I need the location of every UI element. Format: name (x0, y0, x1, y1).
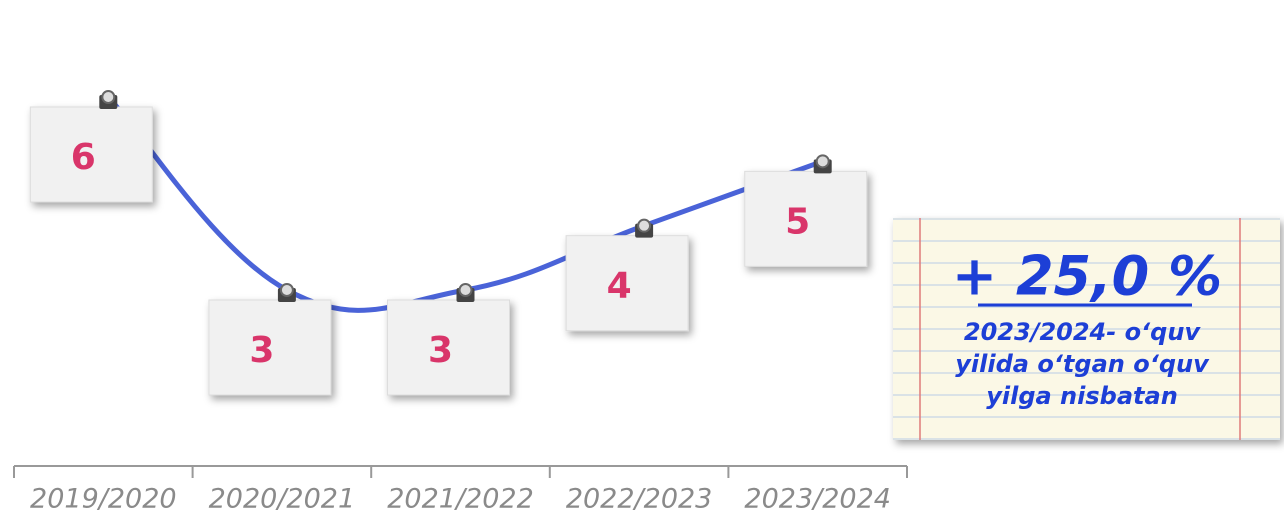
line (106, 95, 824, 313)
x-tick-label: 2022/2023 (566, 484, 713, 515)
note-paper (893, 218, 1280, 440)
note-card (208, 299, 332, 396)
annotation-line: yilga nisbatan (986, 382, 1178, 410)
note-card (29, 106, 153, 203)
pin (637, 218, 652, 233)
x-tick-label: 2023/2024 (744, 484, 891, 515)
note-card (744, 170, 868, 267)
annotation-line: yilida o‘tgan o‘quv (955, 350, 1210, 378)
value-label: 6 (71, 137, 96, 178)
pin (458, 283, 473, 297)
pin (815, 154, 830, 169)
plot: 6 3 3 4 5 (29, 90, 868, 396)
note-card (387, 299, 510, 396)
annotation: + 25,0 % 2023/2024- o‘quv yilida o‘tgan o‘… (952, 245, 1222, 410)
value-label: 5 (785, 201, 810, 242)
note-card (565, 235, 689, 332)
value-label: 3 (428, 330, 453, 371)
annotation-box (893, 218, 1280, 440)
value-label: 4 (607, 266, 632, 307)
annotation-line: 2023/2024- o‘quv (964, 318, 1202, 346)
x-tick-label: 2019/2020 (30, 484, 177, 515)
pin (101, 90, 116, 104)
x-axis: 2019/2020 2020/2021 2021/2022 2022/2023 2023… (13, 465, 908, 515)
pin (279, 283, 294, 297)
x-tick-label: 2020/2021 (209, 484, 356, 515)
change-label: + 25,0 % (952, 245, 1222, 308)
value-label: 3 (249, 330, 274, 371)
x-tick-label: 2021/2022 (387, 484, 534, 515)
